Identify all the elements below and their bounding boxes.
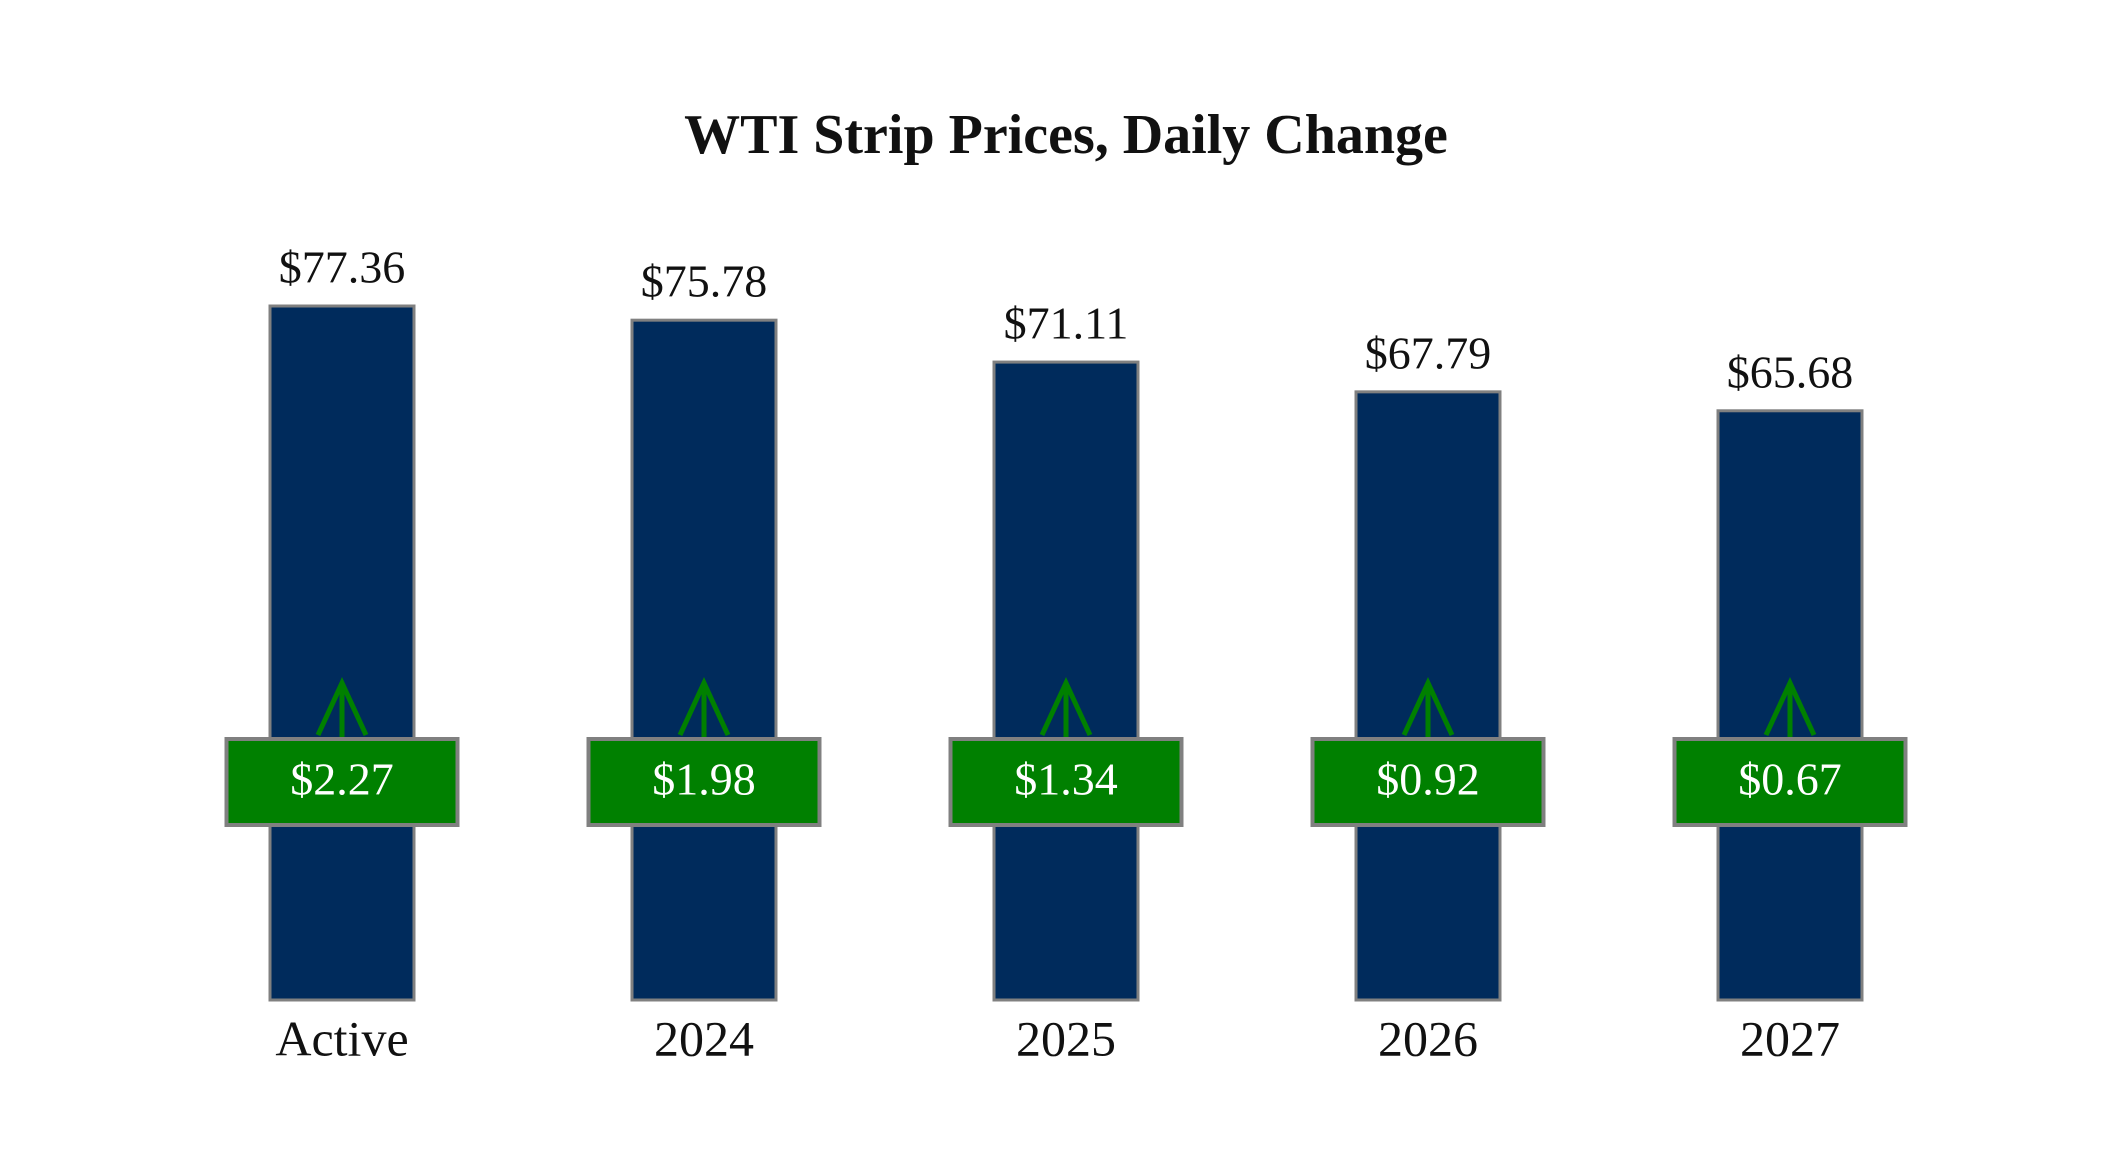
change-arrow-head — [677, 677, 731, 737]
x-tick-label: 2024 — [654, 1010, 754, 1066]
x-tick-label: 2025 — [1016, 1010, 1116, 1066]
change-box — [1310, 737, 1546, 827]
value-label: $67.79 — [1365, 327, 1492, 378]
change-arrow-head — [315, 677, 369, 737]
change-box — [1672, 737, 1908, 827]
change-label: $1.98 — [652, 754, 756, 805]
change-box — [586, 737, 822, 827]
x-tick-label: 2027 — [1740, 1010, 1840, 1066]
bar — [630, 318, 778, 1002]
value-label: $71.11 — [1004, 298, 1129, 349]
value-label: $77.36 — [279, 242, 406, 293]
change-arrow-head — [1401, 677, 1455, 737]
chart-title: WTI Strip Prices, Daily Change — [684, 104, 1448, 166]
value-label: $65.68 — [1727, 346, 1854, 397]
value-label: $75.78 — [641, 256, 768, 307]
change-box — [948, 737, 1184, 827]
x-tick-label: 2026 — [1378, 1010, 1478, 1066]
bar — [268, 304, 416, 1002]
change-arrow-head — [1763, 677, 1817, 737]
change-label: $0.67 — [1738, 754, 1842, 805]
change-label: $1.34 — [1014, 754, 1118, 805]
change-label: $0.92 — [1376, 754, 1480, 805]
change-arrow-head — [1039, 677, 1093, 737]
x-tick-label: Active — [275, 1010, 408, 1066]
change-label: $2.27 — [290, 754, 394, 805]
change-box — [224, 737, 460, 827]
